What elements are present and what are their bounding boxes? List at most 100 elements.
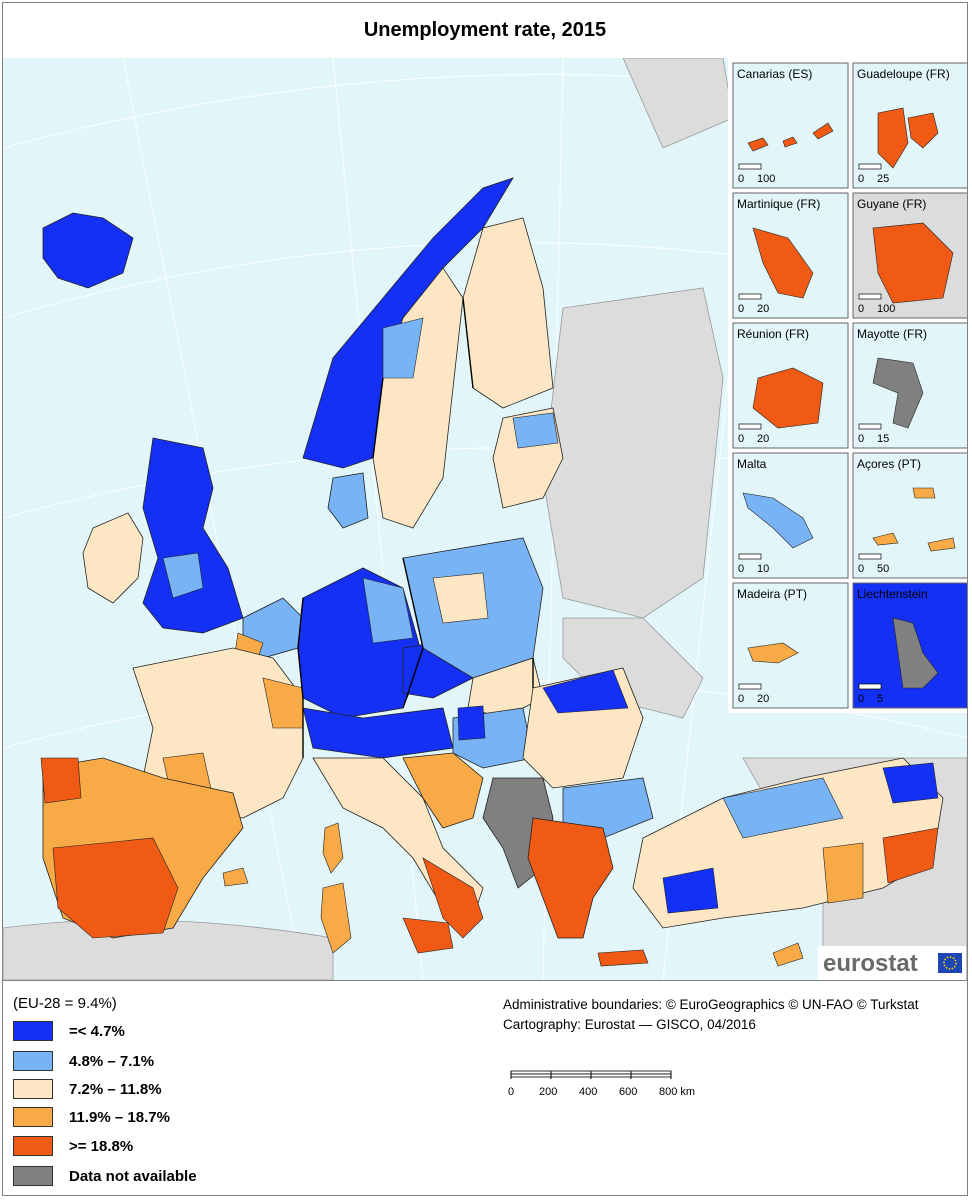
region-united-kingdom xyxy=(142,437,244,634)
inset-9: Madeira (PT) 0 20 xyxy=(732,582,849,709)
region-galicia xyxy=(40,757,82,804)
region-greece xyxy=(527,817,614,939)
region-iceland xyxy=(42,212,134,289)
inset-scale-tick: 20 xyxy=(757,433,769,445)
scale-tick: 0 xyxy=(508,1086,514,1098)
inset-label: Malta xyxy=(737,457,767,471)
inset-scale-bar xyxy=(738,553,762,560)
legend-label: 11.9% – 18.7% xyxy=(69,1108,170,1126)
map-area: Canarias (ES) 0 100 Guadeloupe (FR) 0 25 Marti… xyxy=(3,58,967,980)
inset-label: Liechtenstein xyxy=(857,587,928,601)
inset-label: Madeira (PT) xyxy=(737,587,807,601)
inset-1: Canarias (ES) 0 100 xyxy=(732,62,849,189)
inset-scale-tick: 0 xyxy=(738,433,744,445)
legend-item: 4.8% – 7.1% xyxy=(13,1051,154,1071)
region-finland xyxy=(462,217,554,409)
inset-scale-tick: 20 xyxy=(757,693,769,705)
inset-3: Martinique (FR) 0 20 xyxy=(732,192,849,319)
inset-7: Malta 0 10 xyxy=(732,452,849,579)
inset-scale-bar xyxy=(858,683,882,690)
logo-text: eurostat xyxy=(823,950,918,977)
inset-scale-tick: 15 xyxy=(877,433,889,445)
inset-label: Guyane (FR) xyxy=(857,197,926,211)
inset-region xyxy=(742,492,814,549)
inset-region xyxy=(752,367,824,429)
credits: Administrative boundaries: © EuroGeograp… xyxy=(503,995,919,1035)
legend-item: 11.9% – 18.7% xyxy=(13,1107,170,1127)
region-italy-south xyxy=(422,857,484,939)
region-ireland xyxy=(82,512,144,604)
legend-item: =< 4.7% xyxy=(13,1021,125,1041)
map-title: Unemployment rate, 2015 xyxy=(363,19,607,41)
region-turkey-north xyxy=(722,777,844,839)
inset-scale-tick: 0 xyxy=(858,563,864,575)
inset-region xyxy=(872,222,954,304)
region-sweden xyxy=(372,267,464,529)
region-denmark xyxy=(327,472,369,529)
scale-tick: 400 xyxy=(579,1086,597,1098)
country-borders xyxy=(297,297,534,758)
inset-region xyxy=(892,617,939,689)
inset-scale-tick: 0 xyxy=(858,693,864,705)
region-spain-south xyxy=(52,837,179,939)
legend-label: 4.8% – 7.1% xyxy=(69,1052,155,1070)
legend-swatch xyxy=(13,1166,53,1186)
eu-flag-icon xyxy=(938,953,962,973)
inset-scale-tick: 0 xyxy=(858,433,864,445)
region-turkey-northeast xyxy=(882,762,939,804)
legend-label: =< 4.7% xyxy=(69,1022,125,1040)
inset-region xyxy=(752,227,814,299)
inset-label: Açores (PT) xyxy=(857,457,921,471)
region-cyprus xyxy=(772,942,804,967)
inset-scale-tick: 0 xyxy=(738,303,744,315)
legend-label: Data not available xyxy=(69,1167,197,1185)
region-crete xyxy=(597,949,649,967)
region-germany-east xyxy=(362,577,414,644)
inset-4: Guyane (FR) 0 100 xyxy=(852,192,967,319)
inset-scale-bar xyxy=(738,163,762,170)
legend-item: >= 18.8% xyxy=(13,1136,133,1156)
inset-scale-tick: 0 xyxy=(858,303,864,315)
region-romania-north xyxy=(542,669,629,714)
inset-region xyxy=(747,642,799,664)
region-turkey-southeast xyxy=(882,827,939,884)
legend-item: 7.2% – 11.8% xyxy=(13,1079,162,1099)
inset-label: Martinique (FR) xyxy=(737,197,820,211)
inset-label: Mayotte (FR) xyxy=(857,327,927,341)
inset-scale-bar xyxy=(858,553,882,560)
eu-average-label: (EU-28 = 9.4%) xyxy=(13,995,117,1012)
region-hungary-west xyxy=(457,705,486,741)
inset-label: Réunion (FR) xyxy=(737,327,809,341)
inset-scale-tick: 0 xyxy=(738,173,744,185)
legend-swatch xyxy=(13,1136,53,1156)
region-uk-midlands xyxy=(162,552,204,599)
credits-cartography: Cartography: Eurostat — GISCO, 04/2016 xyxy=(503,1017,756,1032)
inset-10: Liechtenstein 0 5 xyxy=(852,582,967,709)
legend-item: Data not available xyxy=(13,1166,197,1186)
region-bulgaria xyxy=(562,777,654,839)
inset-scale-tick: 5 xyxy=(877,693,883,705)
inset-scale-bar xyxy=(738,293,762,300)
inset-scale-tick: 50 xyxy=(877,563,889,575)
inset-scale-bar xyxy=(858,163,882,170)
inset-scale-bar xyxy=(858,293,882,300)
inset-scale-bar xyxy=(858,423,882,430)
inset-6: Mayotte (FR) 0 15 xyxy=(852,322,967,449)
inset-scale-tick: 10 xyxy=(757,563,769,575)
region-turkey-west xyxy=(662,867,719,914)
inset-region xyxy=(872,487,956,552)
inset-scale-bar xyxy=(738,683,762,690)
inset-region xyxy=(877,107,939,169)
scale-tick: 600 xyxy=(619,1086,637,1098)
inset-2: Guadeloupe (FR) 0 25 xyxy=(852,62,967,189)
inset-scale-tick: 0 xyxy=(858,173,864,185)
region-estonia xyxy=(512,412,559,449)
legend-swatch xyxy=(13,1079,53,1099)
legend-swatch xyxy=(13,1107,53,1127)
inset-scale-tick: 100 xyxy=(877,303,895,315)
inset-scale-tick: 0 xyxy=(738,693,744,705)
inset-region xyxy=(747,122,834,152)
